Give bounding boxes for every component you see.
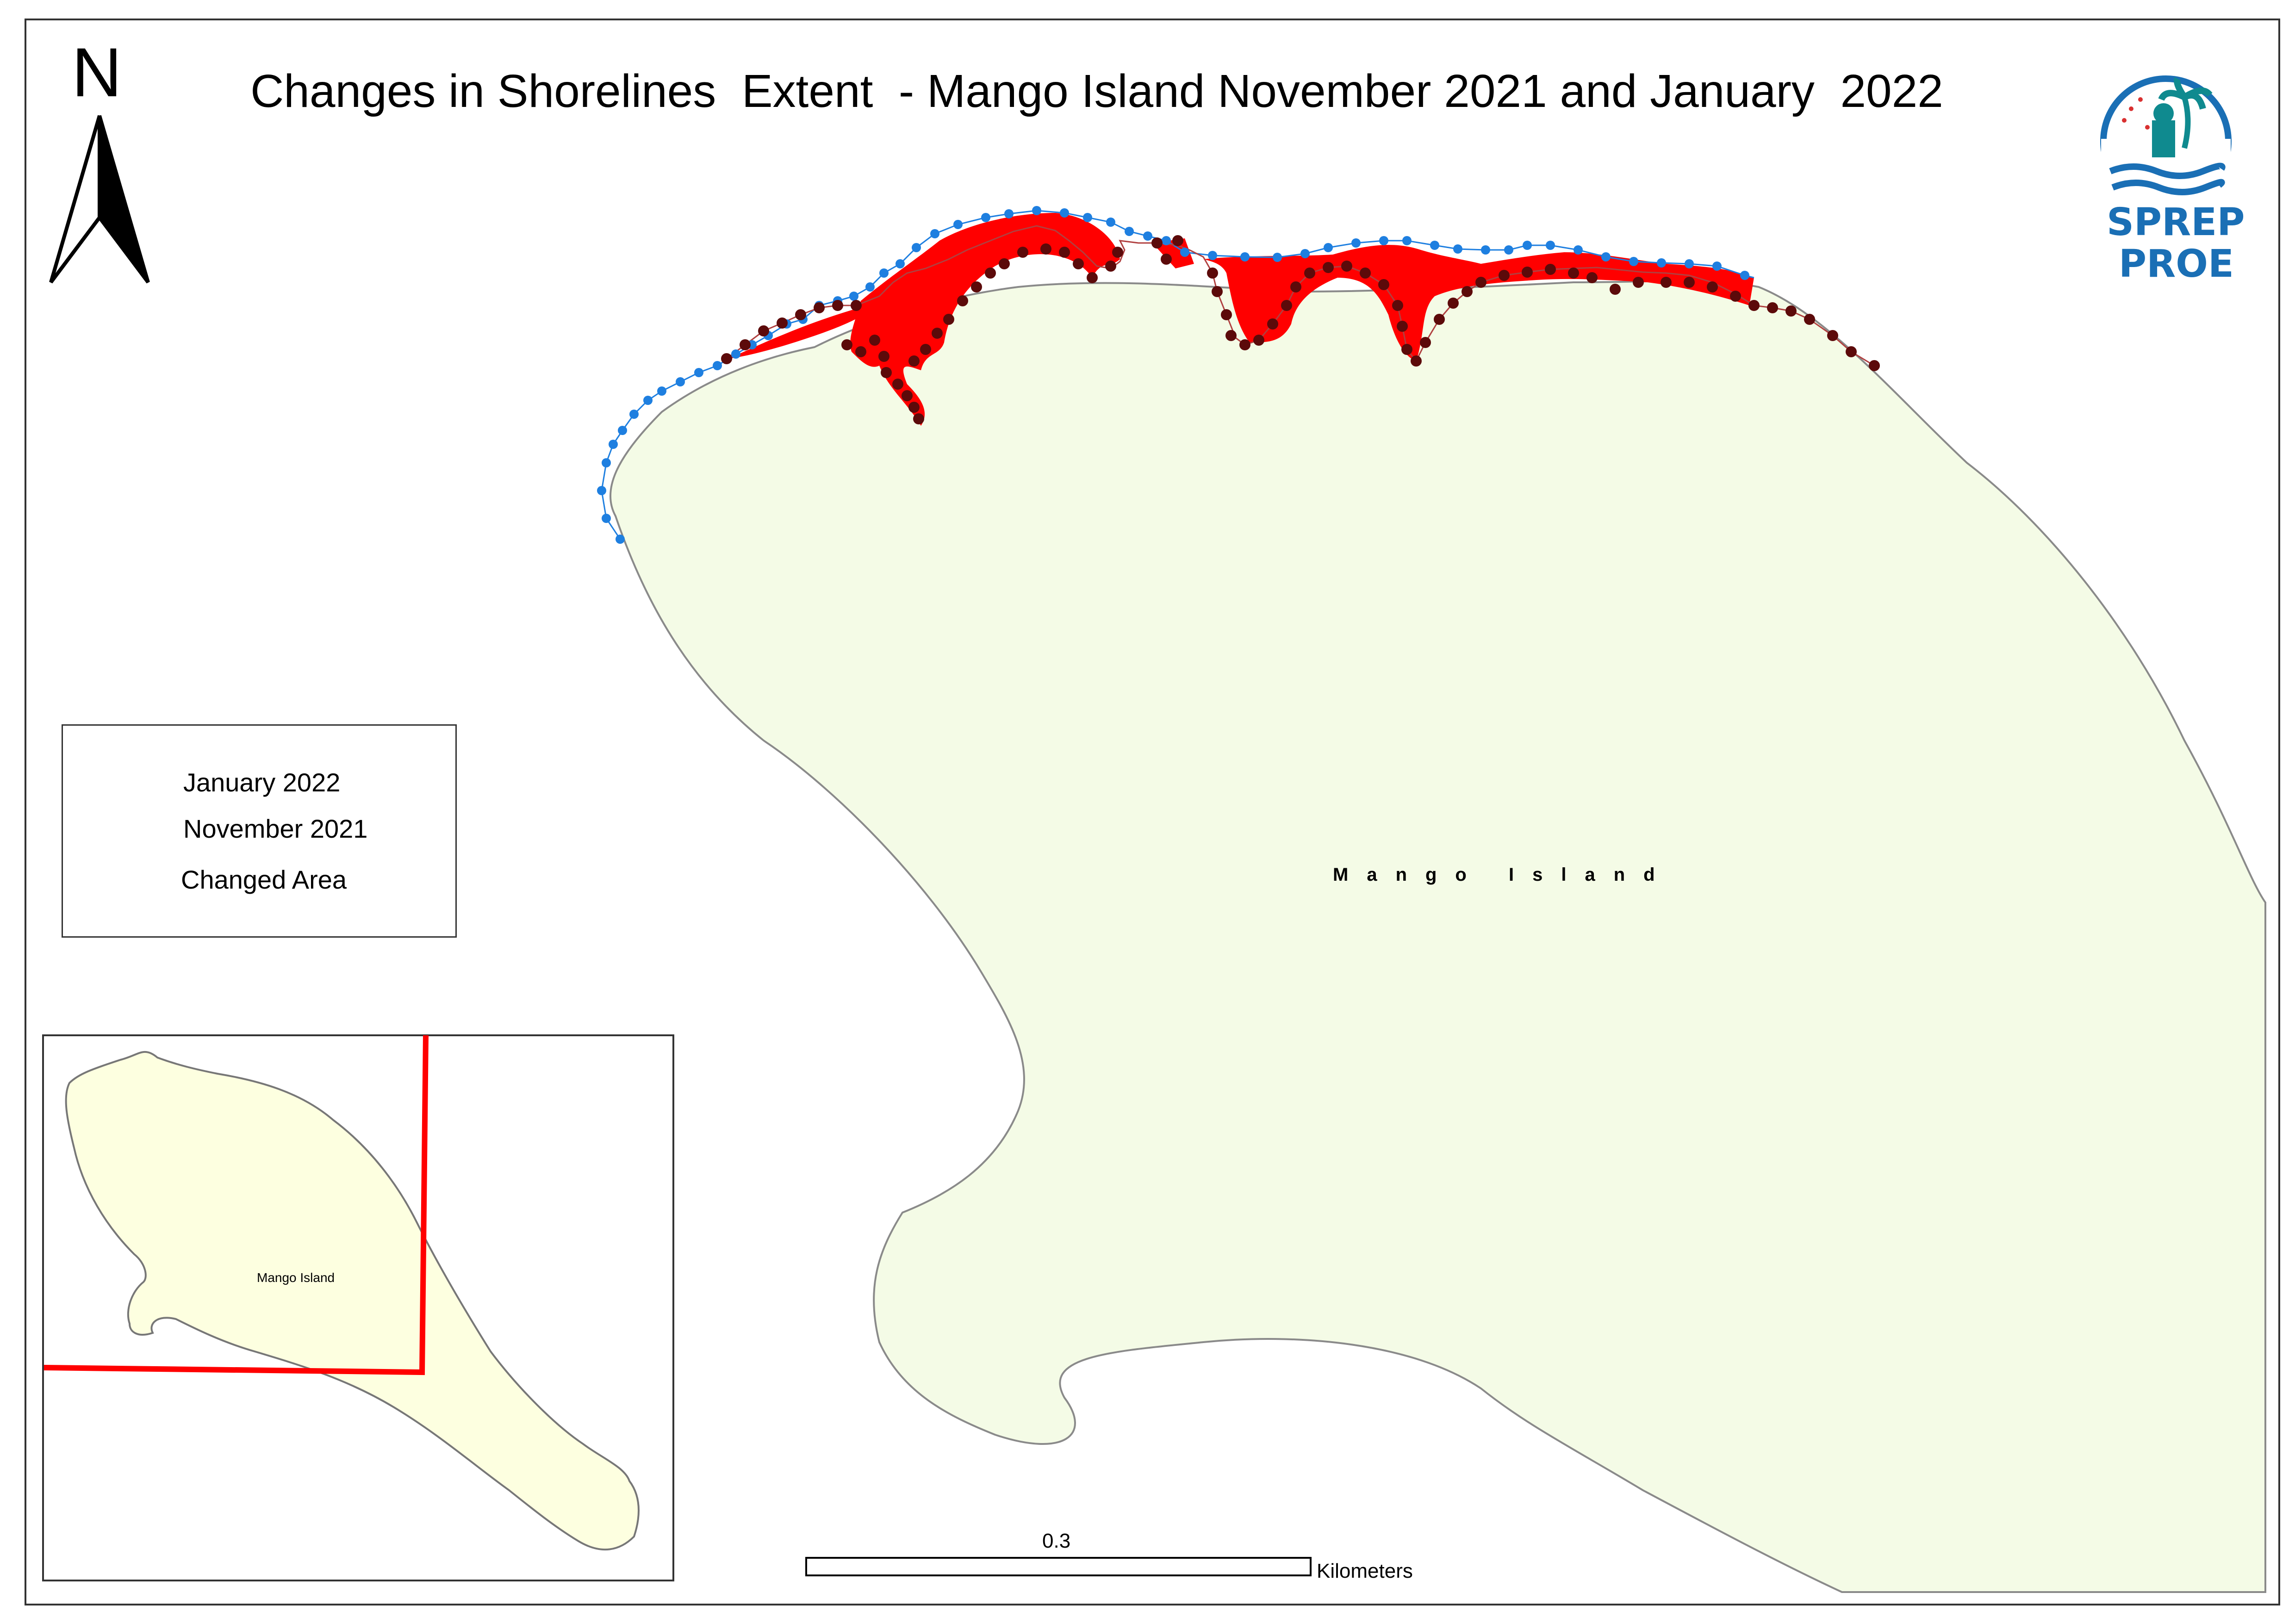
logo-text-sprep: SPREP — [2107, 200, 2245, 244]
north-arrow-icon — [49, 115, 150, 284]
map-title: Changes in Shorelines Extent - Mango Isl… — [250, 65, 1943, 117]
legend-item-changed-area: Changed Area — [181, 865, 347, 894]
map-frame — [25, 19, 2280, 1605]
island-landmass — [609, 280, 2266, 1593]
sprep-logo-icon — [2100, 75, 2232, 208]
november-2021-shoreline — [601, 210, 1754, 540]
scale-bar-value: 0.3 — [1042, 1530, 1071, 1552]
january-2022-points — [721, 235, 1880, 424]
north-arrow-label: N — [72, 33, 122, 111]
scale-bar-unit: Kilometers — [1317, 1560, 1413, 1582]
island-label: Mango Island — [1333, 865, 1673, 885]
legend-item-january: January 2022 — [183, 768, 341, 797]
scale-bar — [805, 1557, 1312, 1576]
inset-island-label: Mango Island — [257, 1270, 335, 1285]
changed-area — [729, 213, 1754, 426]
logo-text-proe: PROE — [2119, 242, 2234, 286]
legend-item-november: November 2021 — [183, 814, 368, 843]
inset-island — [65, 1051, 640, 1551]
inset-map — [42, 1034, 674, 1581]
legend: January 2022 November 2021 Changed Area — [62, 724, 457, 938]
